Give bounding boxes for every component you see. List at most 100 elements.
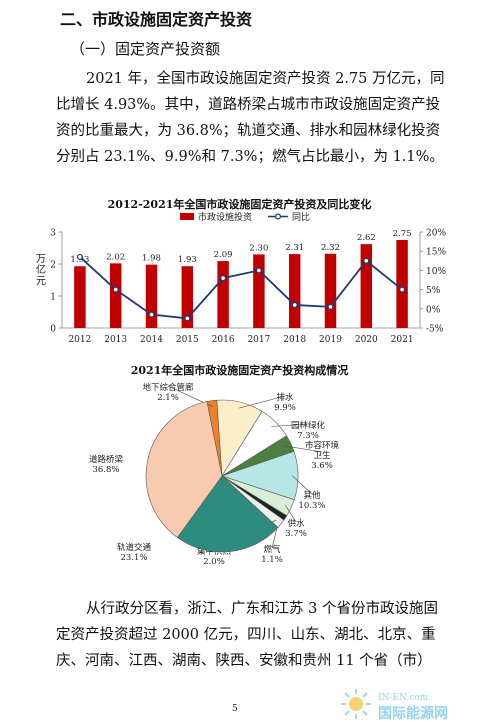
bar-data-label: 2.02 [106,252,125,262]
yoy-point [112,286,119,293]
bar-data-label: 2.32 [321,243,340,253]
bar [324,253,337,328]
section-heading: 二、市政设施固定资产投资 [60,10,253,29]
legend-bar-label: 市政设施投资 [198,212,252,223]
watermark-logo: IN-EN.com 国际能源网 [338,686,474,724]
yoy-point [291,301,298,308]
y2-tick-label: 5% [426,286,441,296]
para2-line: 从行政分区看，浙江、广东和江苏 3 个省份市政设施固 [86,601,438,617]
para2-line: 定资产投资超过 2000 亿元，四川、山东、湖北、北京、重 [56,627,436,643]
y-tick-label: 1 [50,293,56,303]
y2-tick-label: 10% [426,267,446,277]
bar-line-chart: 0 1 2 3 -5% 0% 5% 10% 15% 20% 万亿元 1.93 2012 2.02 2013 1… [36,212,446,345]
y2-tick-label: 20% [426,229,446,239]
paragraph-investment: 2021 年，全国市政设施固定资产投资 2.75 万亿元，同 比增长 4.93%… [56,66,446,170]
pie-label: 卫生 [313,450,331,461]
watermark-top: IN-EN.com [378,693,429,703]
yoy-point [399,286,406,293]
sun-logo-icon: IN-EN.com 国际能源网 [341,689,448,722]
x-tick-label: 2015 [176,335,199,345]
yoy-point [148,311,155,318]
x-tick-label: 2017 [247,335,270,345]
bar [396,240,408,328]
bar [253,254,265,328]
pie-pct-label: 9.9% [274,403,296,413]
y-tick-label: 2 [50,261,56,271]
page-number: 5 [232,704,238,714]
bar-data-label: 1.93 [70,255,89,265]
y-axis-label: 万亿元 [36,254,46,287]
pie-leader-line [238,395,286,409]
pie-label: 园林绿化 [291,420,326,431]
y-tick-label: 0 [50,325,56,335]
pie-label: 排水 [276,392,294,403]
pie-pct-label: 1.1% [261,555,283,565]
y2-tick-label: 15% [426,248,446,258]
pie-pct-label: 10.3% [298,501,325,511]
bar-data-label: 1.98 [142,254,161,264]
x-tick-label: 2016 [212,335,235,345]
bar [360,244,373,328]
bar [74,266,86,328]
x-tick-label: 2018 [283,335,306,345]
watermark-bottom: 国际能源网 [378,705,448,722]
pie-label: 地下综合管廊 [142,382,194,393]
y-tick-label: 3 [50,229,56,239]
pie-pct-label: 23.1% [120,553,147,563]
y-axis-label-char: 亿 [36,263,46,276]
pie-leader-line [271,423,309,427]
pie-slice [145,401,223,538]
pie-chart-title: 2021年全国市政设施固定资产投资构成情况 [130,364,349,377]
legend-line-label: 同比 [292,212,310,223]
para1-line: 比增长 4.93%。其中，道路桥梁占城市市政设施固定资产投 [56,97,441,113]
bar-data-label: 1.93 [178,255,197,265]
x-tick-label: 2020 [355,335,378,345]
para1-line: 资的比重最大，为 36.8%；轨道交通、排水和园林绿化投资 [56,123,441,139]
pie-pct-label: 7.3% [297,431,319,441]
x-tick-label: 2014 [140,335,163,345]
subsection-heading: （一）固定资产投资额 [70,40,221,58]
legend-line-marker [275,213,282,220]
pie-pct-label: 36.8% [92,465,119,475]
bar [109,263,122,328]
bar-data-label: 2.31 [285,243,304,253]
para1-line: 2021 年，全国市政设施固定资产投资 2.75 万亿元，同 [86,71,445,87]
pie-label: 道路桥梁 [89,454,124,465]
bar-data-label: 2.75 [393,229,412,239]
pie-label: 市容环境 [305,440,340,451]
bar [217,261,229,328]
bar [145,264,158,328]
pie-pct-label: 3.7% [285,529,307,539]
legend-bar-swatch [180,213,194,220]
pie-leader-line [285,445,323,453]
x-tick-label: 2021 [391,335,414,345]
x-tick-label: 2012 [68,335,91,345]
pie-leader-line [291,475,313,495]
y2-tick-label: -5% [426,325,444,335]
pie-pct-label: 3.6% [311,461,333,471]
yoy-point [327,303,334,310]
x-tick-label: 2019 [319,335,342,345]
bar-data-label: 2.62 [357,233,376,243]
y-axis-label-char: 元 [36,276,46,287]
para1-line: 分别占 23.1%、9.9%和 7.3%；燃气占比最小，为 1.1%。 [56,149,444,165]
yoy-point [220,275,227,282]
y2-tick-label: 0% [426,305,441,315]
yoy-point [184,315,191,322]
yoy-point [255,267,262,274]
para2-line: 庆、河南、江西、湖南、陕西、安徽和贵州 11 个省（市） [56,653,432,669]
pie-label: 供水 [287,518,305,529]
pie-label: 轨道交通 [117,542,152,553]
yoy-point [363,257,370,264]
bar [288,254,301,328]
y-axis-label-char: 万 [36,254,46,265]
bar-chart-title: 2012-2021年全国市政设施固定资产投资及同比变化 [107,198,372,211]
paragraph-regions: 从行政分区看，浙江、广东和江苏 3 个省份市政设施固 定资产投资超过 2000 … [56,596,446,674]
pie-pct-label: 2.0% [203,557,225,567]
pie-label: 其他 [303,490,321,501]
x-tick-label: 2013 [104,335,127,345]
yoy-point [76,253,83,260]
pie-label: 燃气 [263,544,281,555]
bar [181,266,194,328]
